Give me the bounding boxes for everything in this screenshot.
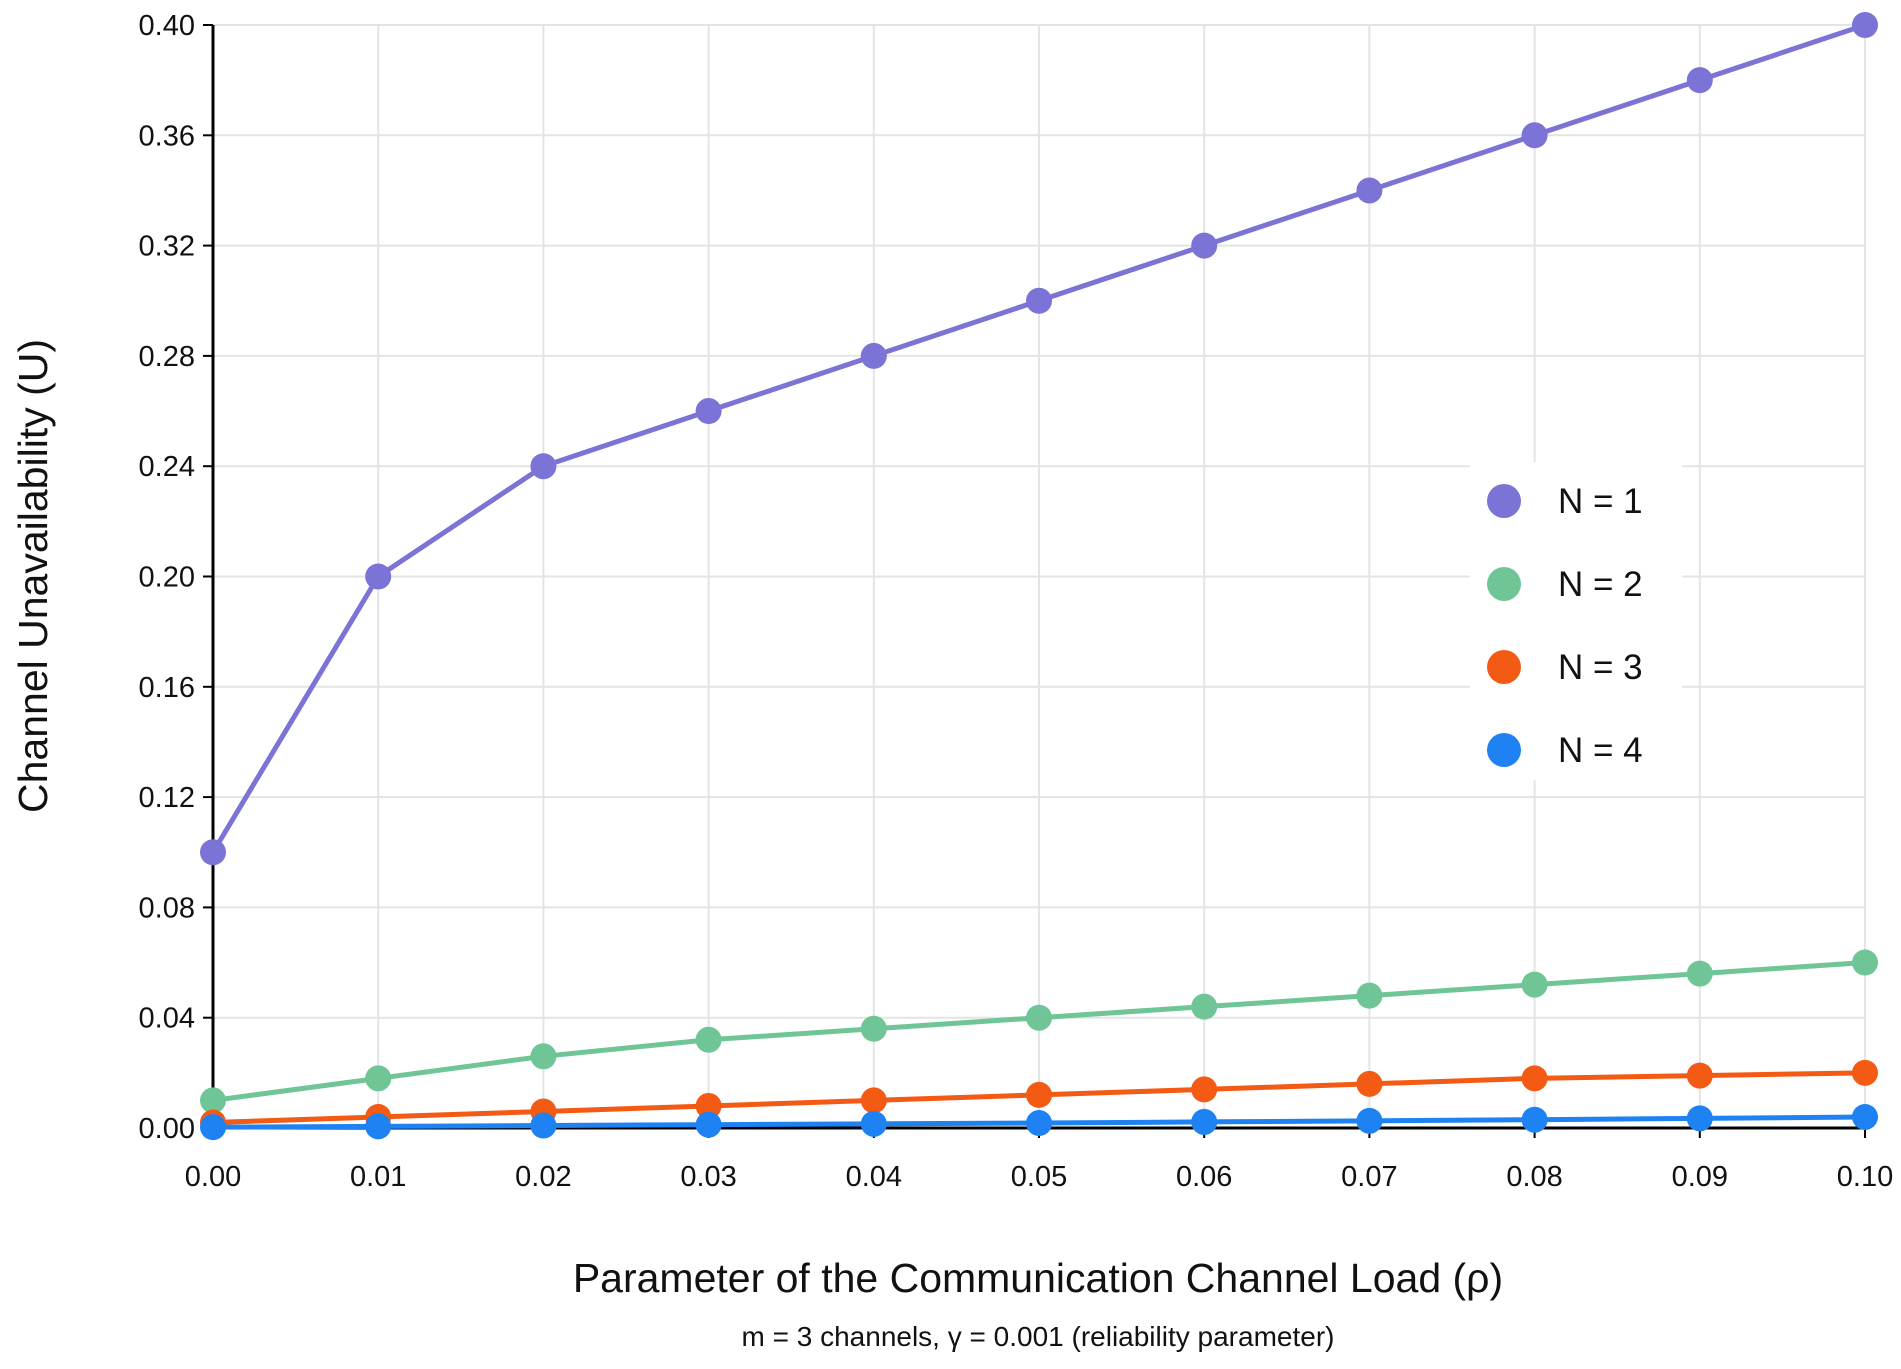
series-2	[200, 949, 1878, 1114]
data-point	[365, 1113, 392, 1140]
data-point	[1521, 1106, 1548, 1133]
data-point	[695, 398, 722, 425]
data-point	[1686, 960, 1713, 987]
data-point	[200, 1114, 226, 1141]
y-axis-title: Channel Unavailability (U)	[10, 339, 56, 813]
data-point	[1521, 971, 1548, 998]
y-tick-label: 0.32	[139, 231, 195, 263]
x-tick-label: 0.00	[185, 1161, 241, 1193]
y-tick-label: 0.28	[139, 341, 195, 373]
series	[200, 12, 1878, 1141]
data-point	[1191, 232, 1218, 259]
data-point	[1852, 1103, 1878, 1130]
x-tick-label: 0.07	[1341, 1161, 1397, 1193]
series-1	[200, 12, 1878, 866]
data-point	[1356, 982, 1383, 1009]
data-point	[860, 342, 887, 369]
legend-label: N = 3	[1558, 648, 1643, 687]
data-point	[1852, 1059, 1878, 1086]
x-tick-label: 0.06	[1176, 1161, 1232, 1193]
x-tick-label: 0.02	[515, 1161, 571, 1193]
data-point	[1356, 1107, 1383, 1134]
series-4	[200, 1103, 1878, 1141]
y-tick-label: 0.00	[139, 1113, 195, 1145]
data-point	[1026, 1110, 1052, 1137]
x-axis-title: Parameter of the Communication Channel L…	[573, 1255, 1503, 1301]
data-point	[365, 563, 392, 590]
y-tick-label: 0.40	[139, 10, 195, 42]
data-point	[860, 1015, 887, 1042]
data-point	[365, 1065, 392, 1092]
y-tick-label: 0.24	[139, 451, 195, 483]
y-tick-label: 0.20	[139, 562, 195, 594]
data-point	[860, 1087, 887, 1114]
y-tick-label: 0.08	[139, 892, 195, 924]
data-point	[1026, 1004, 1052, 1031]
data-point	[530, 1043, 557, 1070]
data-point	[1686, 67, 1713, 94]
x-tick-label: 0.09	[1672, 1161, 1728, 1193]
data-point	[200, 1087, 226, 1114]
data-point	[695, 1026, 722, 1053]
data-point	[1852, 12, 1878, 38]
data-point	[1026, 1081, 1052, 1108]
legend-marker	[1487, 733, 1521, 767]
data-point	[200, 839, 226, 866]
data-point	[1852, 949, 1878, 976]
legend-label: N = 2	[1558, 565, 1643, 604]
data-point	[695, 1092, 722, 1119]
legend: N = 1 N = 2 N = 3 N = 4	[1470, 462, 1682, 780]
data-point	[1686, 1062, 1713, 1089]
data-point	[530, 1112, 557, 1139]
data-point	[1521, 122, 1548, 149]
data-point	[1191, 1076, 1218, 1103]
data-point	[530, 453, 557, 480]
data-point	[1191, 993, 1218, 1020]
data-point	[1356, 1070, 1383, 1097]
legend-label: N = 4	[1558, 731, 1643, 770]
legend-marker	[1487, 567, 1521, 601]
x-tick-label: 0.01	[350, 1161, 406, 1193]
data-point	[1686, 1105, 1713, 1132]
data-point	[1356, 177, 1383, 204]
legend-label: N = 1	[1558, 482, 1643, 521]
x-tick-label: 0.05	[1011, 1161, 1067, 1193]
chart-subtitle: m = 3 channels, γ = 0.001 (reliability p…	[742, 1321, 1335, 1352]
y-tick-label: 0.36	[139, 120, 195, 152]
y-tick-labels: 0.00 0.04 0.08 0.12 0.16 0.20 0.24 0.28 0.32 0.36…	[139, 10, 213, 1145]
x-tick-label: 0.03	[680, 1161, 736, 1193]
data-point	[695, 1111, 722, 1138]
y-tick-label: 0.12	[139, 782, 195, 814]
legend-marker	[1487, 650, 1521, 684]
data-point	[1521, 1065, 1548, 1092]
data-point	[1191, 1108, 1218, 1135]
data-point	[860, 1110, 887, 1137]
legend-marker	[1487, 484, 1521, 518]
x-tick-label: 0.08	[1506, 1161, 1562, 1193]
y-tick-label: 0.16	[139, 672, 195, 704]
x-tick-labels: 0.00 0.01 0.02 0.03 0.04 0.05 0.06 0.07 0.08 0.09…	[185, 1128, 1893, 1193]
y-tick-label: 0.04	[139, 1003, 195, 1035]
x-tick-label: 0.04	[846, 1161, 902, 1193]
data-point	[1026, 287, 1052, 314]
x-tick-label: 0.10	[1837, 1161, 1893, 1193]
